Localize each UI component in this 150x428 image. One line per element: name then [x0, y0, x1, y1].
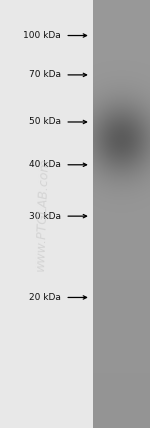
Text: 30 kDa: 30 kDa	[29, 211, 61, 221]
Text: 50 kDa: 50 kDa	[29, 117, 61, 127]
Text: 40 kDa: 40 kDa	[29, 160, 61, 169]
Text: www.PTGLAB.com: www.PTGLAB.com	[33, 157, 51, 271]
Text: 70 kDa: 70 kDa	[29, 70, 61, 80]
Text: 100 kDa: 100 kDa	[23, 31, 61, 40]
Text: 20 kDa: 20 kDa	[29, 293, 61, 302]
